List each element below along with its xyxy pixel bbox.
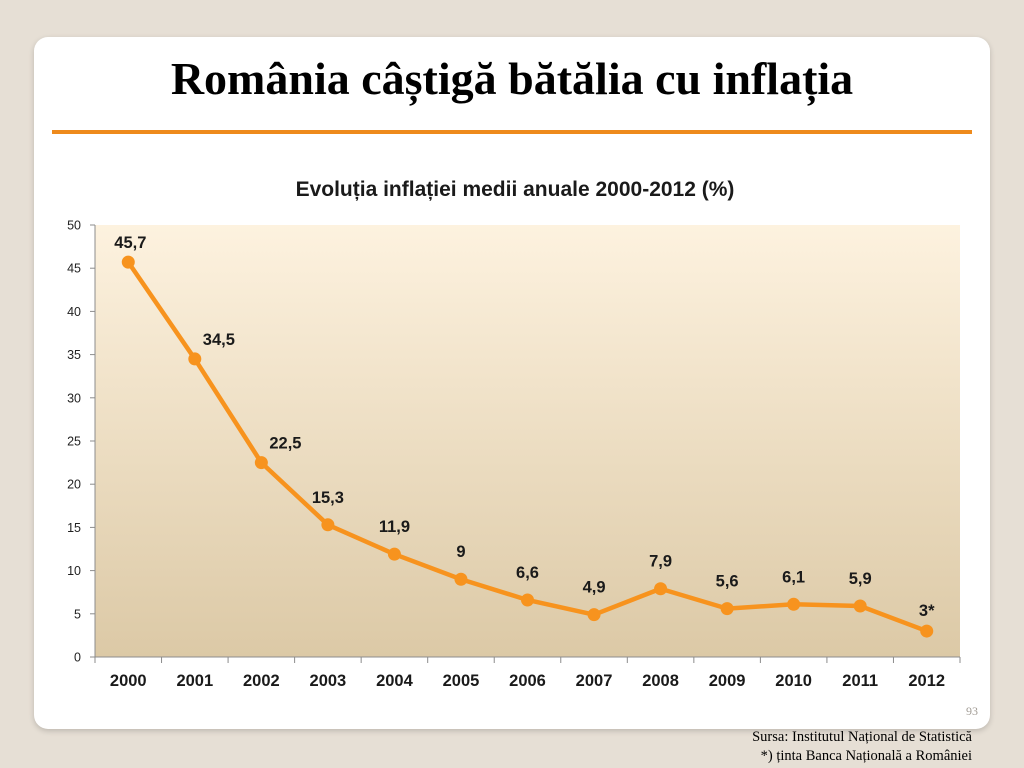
data-label: 6,1 xyxy=(782,568,805,586)
y-tick-label: 30 xyxy=(67,391,81,405)
y-tick-label: 15 xyxy=(67,521,81,535)
data-label: 3* xyxy=(919,602,935,620)
data-point xyxy=(387,547,401,561)
source-note: Sursa: Institutul Național de Statistică… xyxy=(752,728,972,766)
x-tick-label: 2010 xyxy=(775,672,812,690)
plot-area xyxy=(95,225,960,657)
data-label: 45,7 xyxy=(114,234,146,252)
target-note: *) ținta Banca Națională a României xyxy=(760,748,972,764)
x-tick-label: 2012 xyxy=(908,672,945,690)
y-tick-label: 35 xyxy=(67,348,81,362)
data-label: 7,9 xyxy=(649,553,672,571)
x-tick-label: 2001 xyxy=(176,672,213,690)
data-label: 11,9 xyxy=(379,518,410,536)
data-point xyxy=(720,602,734,616)
y-tick-label: 45 xyxy=(67,262,81,276)
data-point xyxy=(587,608,601,622)
data-point xyxy=(654,582,668,596)
y-tick-label: 50 xyxy=(67,219,81,233)
data-label: 5,9 xyxy=(849,570,872,588)
data-label: 34,5 xyxy=(203,331,235,349)
y-tick-label: 10 xyxy=(67,564,81,578)
y-tick-label: 20 xyxy=(67,478,81,492)
data-point xyxy=(188,352,202,366)
x-tick-label: 2011 xyxy=(842,672,878,690)
data-point xyxy=(920,624,934,638)
title-divider xyxy=(52,130,972,134)
data-point xyxy=(254,456,268,470)
data-point xyxy=(454,572,468,586)
y-tick-label: 40 xyxy=(67,305,81,319)
y-tick-label: 25 xyxy=(67,435,81,449)
x-tick-label: 2007 xyxy=(576,672,613,690)
y-tick-label: 0 xyxy=(74,651,81,665)
data-label: 15,3 xyxy=(312,489,344,507)
x-tick-label: 2008 xyxy=(642,672,679,690)
data-point xyxy=(853,599,867,613)
x-tick-label: 2000 xyxy=(110,672,147,690)
x-tick-label: 2002 xyxy=(243,672,280,690)
source-line: Sursa: Institutul Național de Statistică xyxy=(752,729,972,745)
y-tick-label: 5 xyxy=(74,607,81,621)
data-point xyxy=(121,255,135,269)
chart-title: Evoluția inflației medii anuale 2000-201… xyxy=(295,178,735,201)
x-tick-label: 2003 xyxy=(310,672,347,690)
page-number: 93 xyxy=(966,704,978,718)
x-tick-label: 2009 xyxy=(709,672,746,690)
data-label: 4,9 xyxy=(583,579,606,597)
data-label: 9 xyxy=(456,543,465,561)
data-label: 6,6 xyxy=(516,564,539,582)
data-label: 22,5 xyxy=(269,435,301,453)
x-tick-label: 2006 xyxy=(509,672,546,690)
slide-title: România câștigă bătălia cu inflația xyxy=(170,53,854,104)
data-point xyxy=(321,518,335,532)
data-label: 5,6 xyxy=(716,573,739,591)
data-point xyxy=(787,597,801,611)
x-tick-label: 2005 xyxy=(443,672,480,690)
x-tick-label: 2004 xyxy=(376,672,414,690)
data-point xyxy=(521,593,534,607)
